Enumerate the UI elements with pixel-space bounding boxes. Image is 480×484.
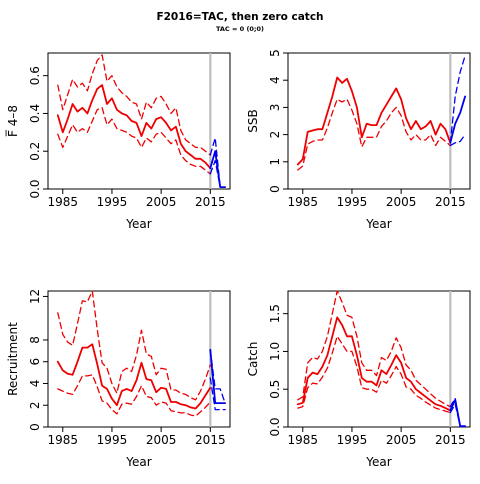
xtick-label: 1995: [337, 433, 368, 447]
ytick-label: 5: [268, 49, 282, 57]
series-ssb-historical-estimate: [296, 76, 452, 166]
xtick-label: 1995: [97, 195, 128, 209]
xtick-label: 2005: [146, 195, 177, 209]
xlabel-recruitment: Year: [125, 455, 151, 469]
ytick-label: 1.0: [268, 342, 282, 361]
series-recruitment-forecast-lower: [209, 377, 226, 411]
plot-frame-catch: [287, 290, 471, 428]
panel-recruitment: 1985 1995 2005 2015 0 2 4 6 8 12 Year Recruitment: [6, 289, 231, 469]
panel-catch: 1985 1995 2005 2015 0.0 0.5 1.0 1.5 Year Catch: [246, 290, 471, 469]
series-ssb-forecast-upper: [449, 55, 466, 144]
series-recruitment-historical-lower: [57, 374, 211, 417]
ytick-label: 4: [28, 380, 42, 388]
ytick-label: 0: [28, 423, 42, 431]
ytick-label: 0.0: [268, 417, 282, 436]
series-fbar-historical-lower: [57, 107, 211, 175]
ytick-label: 0.2: [28, 142, 42, 161]
ylabel-ssb: SSB: [246, 109, 260, 132]
xtick-label: 2005: [386, 433, 417, 447]
ytick-label: 2: [268, 131, 282, 139]
series-ssb-forecast-lower: [449, 133, 466, 147]
ylabel-fbar: F̅ 4–8: [5, 105, 20, 137]
series-catch-historical-upper: [297, 290, 451, 408]
ytick-label: 8: [28, 336, 42, 344]
xtick-label: 2005: [146, 433, 177, 447]
xtick-label: 1995: [337, 195, 368, 209]
xlabel-catch: Year: [365, 455, 391, 469]
series-catch-forecast-estimate: [449, 398, 467, 428]
chart-subtitle: TAC = 0 (0;0): [216, 25, 264, 33]
ytick-label: 3: [268, 104, 282, 112]
xlabel-fbar: Year: [125, 217, 151, 231]
series-ssb-forecast-estimate: [449, 95, 467, 144]
series-recruitment-historical-upper: [57, 290, 211, 401]
xtick-label: 2015: [435, 195, 466, 209]
ytick-label: 2: [28, 401, 42, 409]
xtick-label: 2015: [195, 195, 226, 209]
series-fbar-forecast-estimate: [209, 150, 227, 189]
xtick-label: 2015: [195, 433, 226, 447]
plot-frame-ssb: [287, 52, 471, 190]
ytick-label: 0.6: [28, 66, 42, 85]
series-catch-historical-estimate: [296, 316, 452, 412]
xtick-label: 2005: [386, 195, 417, 209]
ylabel-recruitment: Recruitment: [6, 322, 20, 396]
ytick-label: 0: [268, 185, 282, 193]
ytick-label: 0.5: [268, 380, 282, 399]
plot-frame-recruitment: [47, 290, 231, 428]
series-fbar-historical-estimate: [56, 84, 212, 170]
plot-frame-fbar: [47, 52, 231, 190]
series-catch-historical-lower: [297, 335, 451, 414]
series-fbar-historical-upper: [57, 54, 211, 156]
ytick-label: 1: [268, 158, 282, 166]
ylabel-catch: Catch: [246, 342, 260, 377]
series-recruitment-historical-estimate: [56, 343, 212, 410]
xtick-label: 1995: [97, 433, 128, 447]
panel-fbar: 1985 1995 2005 2015 0.0 0.2 0.4 0.6 Year F̅ 4–8: [5, 52, 231, 231]
ytick-label: 1.5: [268, 304, 282, 323]
ytick-label: 0.4: [28, 104, 42, 123]
ytick-label: 12: [28, 289, 42, 304]
series-recruitment-forecast-estimate: [209, 348, 227, 405]
xtick-label: 1985: [287, 195, 318, 209]
xtick-label: 1985: [287, 433, 318, 447]
panel-ssb: 1985 1995 2005 2015 0 1 2 3 4 5 Year SSB: [246, 49, 471, 231]
ytick-label: 4: [268, 76, 282, 84]
xtick-label: 2015: [435, 433, 466, 447]
xlabel-ssb: Year: [365, 217, 391, 231]
ytick-label: 0.0: [28, 179, 42, 198]
xtick-label: 1985: [47, 195, 78, 209]
series-ssb-historical-lower: [297, 98, 451, 171]
chart-title: F2016=TAC, then zero catch: [156, 11, 323, 23]
ytick-label: 6: [28, 358, 42, 366]
xtick-label: 1985: [47, 433, 78, 447]
